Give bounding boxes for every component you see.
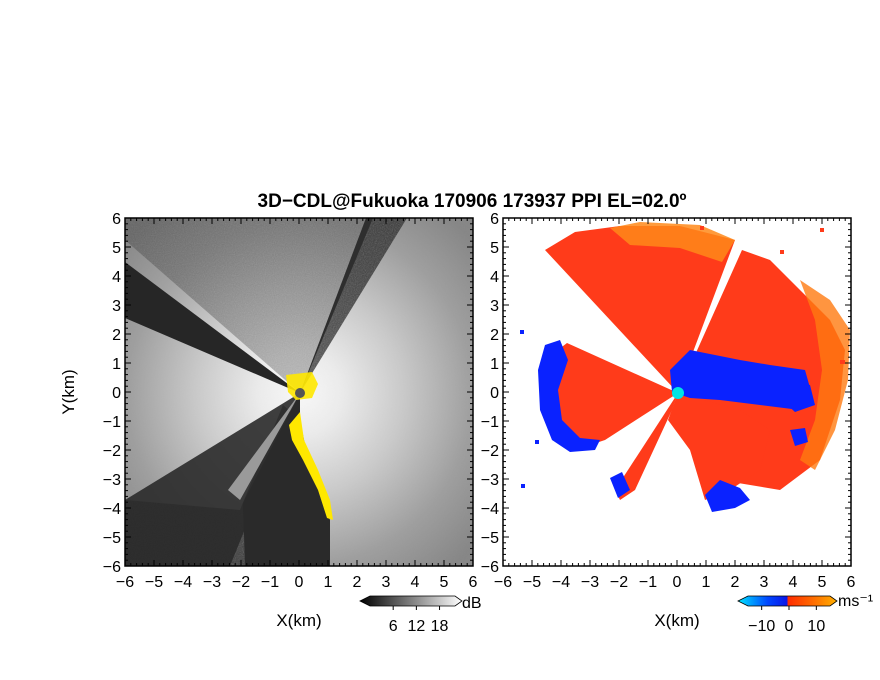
velocity-negative-spoke-tip [610,472,630,498]
velocity-colorbar-tick-label: 0 [785,618,794,635]
intensity-y-tick-label: −3 [103,472,121,489]
intensity-y-tick-label: 4 [112,269,121,286]
intensity-x-tick-label: 4 [411,574,420,591]
intensity-y-tick-label: 0 [112,385,121,402]
velocity-negative-south-edge [705,480,750,512]
velocity-y-tick-label: −1 [481,414,499,431]
velocity-x-tick-label: 4 [789,574,798,591]
intensity-y-tick-label: −5 [103,530,121,547]
velocity-south-positive-region [668,393,770,500]
velocity-x-tick-label: 2 [731,574,740,591]
intensity-x-tick-label: −5 [145,574,163,591]
velocity-x-tick-label: 3 [760,574,769,591]
intensity-x-tick-label: −3 [203,574,221,591]
velocity-y-tick-label: −6 [481,559,499,576]
velocity-radar-site-marker [672,387,684,399]
intensity-x-tick-label: 0 [295,574,304,591]
velocity-colorbar: ms⁻¹ −10 0 10 [737,593,873,635]
velocity-x-tick-label: −6 [494,574,512,591]
velocity-y-tick-label: −3 [481,472,499,489]
intensity-y-tick-label: 2 [112,327,121,344]
intensity-lower-shadow-sector [243,393,330,566]
intensity-x-tick-label: 6 [469,574,478,591]
velocity-y-tick-label: 1 [490,356,499,373]
velocity-east-far-orange [800,280,850,470]
intensity-left-shadow-sector [125,262,300,393]
intensity-x-axis-label: X(km) [276,611,321,630]
velocity-y-tick-label: −2 [481,443,499,460]
yellow-cluster-near-site [286,372,318,400]
intensity-x-tick-label: 2 [353,574,362,591]
intensity-y-tick-label: 6 [112,211,121,228]
intensity-colorbar-unit: dB [462,595,482,612]
velocity-x-tick-label: 6 [847,574,856,591]
intensity-y-tick-label: −6 [103,559,121,576]
velocity-y-tick-label: 0 [490,385,499,402]
intensity-y-tick-label: −1 [103,414,121,431]
velocity-x-tick-label: −3 [581,574,599,591]
intensity-y-tick-label: 5 [112,240,121,257]
velocity-x-tick-label: −4 [552,574,570,591]
velocity-x-axis-label: X(km) [654,611,699,630]
velocity-colorbar-ticks: −10 0 10 [748,606,825,635]
velocity-x-tick-label: −2 [610,574,628,591]
velocity-north-positive-region [545,226,735,393]
velocity-y-tick-label: 4 [490,269,499,286]
velocity-colorbar-bar [737,595,838,607]
velocity-negative-west-edge [538,340,600,452]
velocity-west-positive-region [545,343,678,445]
intensity-colorbar-bar [359,595,463,607]
velocity-y-tick-label: 3 [490,298,499,315]
intensity-y-axis-label: Y(km) [59,369,78,414]
intensity-yellow-highlights [286,372,333,520]
intensity-x-tick-label: −1 [261,574,279,591]
intensity-x-tick-label: −4 [174,574,192,591]
figure-title: 3D−CDL@Fukuoka 170906 173937 PPI EL=02.0… [258,191,687,212]
intensity-x-tick-label: 3 [382,574,391,591]
velocity-x-tick-label: 0 [673,574,682,591]
intensity-radar-site-marker [295,388,305,398]
velocity-southwest-positive-spoke [615,393,678,500]
velocity-y-tick-label: 5 [490,240,499,257]
velocity-y-tick-label: −5 [481,530,499,547]
velocity-colorbar-tick-label: −10 [748,618,775,635]
velocity-axes: −6 −5 −4 −3 −2 −1 0 1 2 3 4 5 6 6 5 4 3 2 1 0 −1 −2 −3 −4 −5 −6 [481,211,856,591]
velocity-x-tick-label: −5 [523,574,541,591]
intensity-upper-left-bright-fan [125,218,372,393]
velocity-negative-core [670,350,812,410]
velocity-colorbar-unit: ms⁻¹ [838,593,873,610]
intensity-lower-left-shadow-sector [125,393,300,566]
intensity-colorbar: dB 6 12 18 [359,595,482,635]
intensity-y-tick-label: −2 [103,443,121,460]
intensity-y-tick-label: 1 [112,356,121,373]
velocity-y-tick-label: 6 [490,211,499,228]
intensity-y-tick-label: 3 [112,298,121,315]
intensity-colorbar-tick-label: 12 [407,618,425,635]
velocity-y-tick-label: 2 [490,327,499,344]
intensity-colorbar-ticks: 6 12 18 [389,606,449,635]
intensity-x-tick-label: 5 [440,574,449,591]
velocity-north-far-orange [610,222,735,262]
intensity-x-tick-label: −6 [116,574,134,591]
velocity-x-tick-label: −1 [639,574,657,591]
intensity-x-tick-label: −2 [232,574,250,591]
velocity-y-tick-label: −4 [481,501,499,518]
velocity-x-tick-label: 1 [702,574,711,591]
velocity-negative-east-spots [782,380,815,446]
intensity-x-tick-label: 1 [324,574,333,591]
intensity-radial-streak [300,218,373,393]
intensity-axes: −6 −5 −4 −3 −2 −1 0 1 2 3 4 5 6 6 5 4 3 2 1 0 −1 −2 −3 −4 −5 −6 [103,211,478,591]
intensity-colorbar-tick-label: 6 [389,618,398,635]
yellow-shadow-edge [289,412,333,520]
intensity-y-tick-label: −4 [103,501,121,518]
velocity-colorbar-tick-label: 10 [807,618,825,635]
velocity-x-tick-label: 5 [818,574,827,591]
intensity-colorbar-tick-label: 18 [431,618,449,635]
intensity-gray-ray [228,393,300,500]
